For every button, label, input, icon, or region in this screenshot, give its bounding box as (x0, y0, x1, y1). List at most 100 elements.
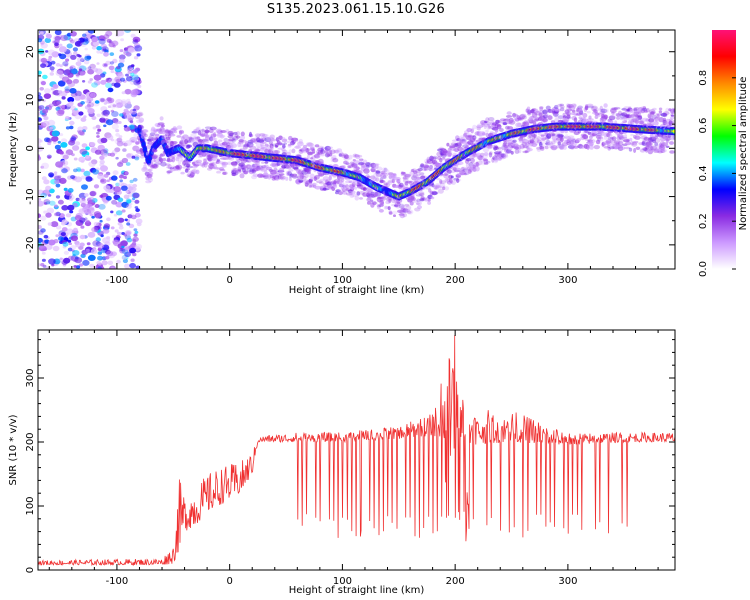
ridge-halo (381, 167, 387, 172)
ridge-halo (367, 175, 371, 178)
noise-speckle (46, 207, 55, 214)
noise-speckle (135, 218, 143, 224)
ridge-halo (598, 136, 604, 142)
ridge-halo (244, 141, 249, 146)
noise-speckle (40, 57, 48, 63)
ridge-halo (291, 163, 295, 167)
noise-speckle (40, 42, 48, 49)
noise-speckle (115, 121, 119, 125)
noise-speckle (64, 88, 71, 94)
noise-speckle (129, 179, 134, 184)
colorbar-tick-label: 0.6 (698, 118, 709, 134)
ridge-halo (190, 174, 195, 179)
ridge-halo (201, 151, 207, 157)
noise-speckle (113, 82, 121, 88)
noise-speckle (126, 204, 132, 209)
ridge-halo (483, 152, 489, 156)
noise-speckle (106, 134, 114, 140)
ridge-halo (183, 135, 190, 139)
noise-speckle (119, 224, 124, 227)
noise-speckle (120, 101, 128, 107)
ridge-halo (216, 130, 223, 135)
noise-speckle (43, 202, 48, 205)
noise-speckle (132, 239, 137, 243)
ridge-halo (332, 158, 339, 163)
ridge-halo (353, 160, 360, 166)
noise-speckle (103, 223, 111, 229)
ridge-halo (184, 138, 189, 145)
noise-speckle (132, 183, 138, 188)
noise-speckle (121, 209, 126, 213)
ridge-halo (297, 141, 304, 147)
noise-speckle (85, 100, 90, 104)
ridge-halo (301, 146, 308, 152)
noise-speckle (55, 183, 61, 188)
noise-speckle (97, 128, 102, 132)
ridge-halo (385, 200, 391, 205)
noise-speckle (85, 146, 90, 151)
ridge-halo (238, 168, 242, 172)
noise-speckle (51, 135, 59, 142)
ridge-halo (143, 164, 147, 169)
noise-speckle (133, 79, 141, 86)
noise-speckle (96, 62, 100, 65)
noise-speckle (69, 210, 74, 214)
ridge-halo (202, 161, 207, 166)
noise-speckle (50, 60, 56, 65)
ridge-halo (260, 146, 268, 150)
noise-speckle (103, 102, 108, 105)
ridge-halo (365, 167, 370, 172)
noise-speckle (47, 156, 51, 159)
ridge-halo (669, 150, 675, 154)
noise-speckle (61, 219, 68, 225)
noise-speckle (52, 245, 60, 252)
ridge-halo (616, 116, 620, 120)
noise-speckle (114, 147, 121, 153)
noise-speckle (99, 219, 103, 223)
ridge-halo (393, 214, 396, 217)
ridge-halo (147, 169, 152, 172)
noise-speckle (107, 97, 115, 104)
noise-speckle (89, 92, 96, 98)
noise-speckle (44, 137, 50, 143)
ridge-halo (228, 156, 235, 161)
ridge-halo (212, 153, 219, 158)
ridge-halo (201, 163, 206, 168)
ridge-halo (190, 133, 197, 137)
noise-speckle (92, 169, 99, 175)
noise-speckle (107, 105, 112, 108)
ridge-halo (325, 178, 331, 183)
noise-speckle (124, 251, 131, 257)
noise-speckle (38, 245, 47, 252)
ridge-halo (207, 157, 213, 162)
ridge-halo (210, 133, 217, 138)
ridge-halo (356, 191, 361, 196)
ridge-halo (332, 184, 337, 188)
ridge-halo (225, 141, 231, 147)
ridge-halo (211, 162, 215, 166)
ridge-halo (165, 163, 171, 166)
ridge-halo (431, 190, 438, 196)
ridge-halo (249, 145, 257, 150)
ridge-halo (177, 154, 182, 157)
noise-speckle (96, 135, 100, 138)
ridge-halo (385, 196, 393, 202)
noise-speckle (111, 175, 118, 181)
ridge-halo (432, 155, 438, 159)
ridge-halo (250, 138, 257, 143)
ridge-halo (340, 177, 345, 182)
noise-speckle (128, 183, 133, 188)
noise-speckle (123, 108, 129, 113)
noise-speckle (40, 215, 47, 221)
ridge-halo (669, 141, 674, 145)
ridge-halo (212, 156, 219, 162)
ridge-halo (283, 142, 287, 145)
ridge-halo (140, 132, 147, 136)
noise-speckle (83, 170, 91, 177)
noise-speckle (59, 53, 67, 60)
ridge-halo (187, 174, 194, 178)
ridge-halo (211, 154, 218, 159)
ridge-halo (235, 135, 241, 139)
ridge-halo (456, 161, 464, 166)
noise-speckle (111, 40, 119, 47)
